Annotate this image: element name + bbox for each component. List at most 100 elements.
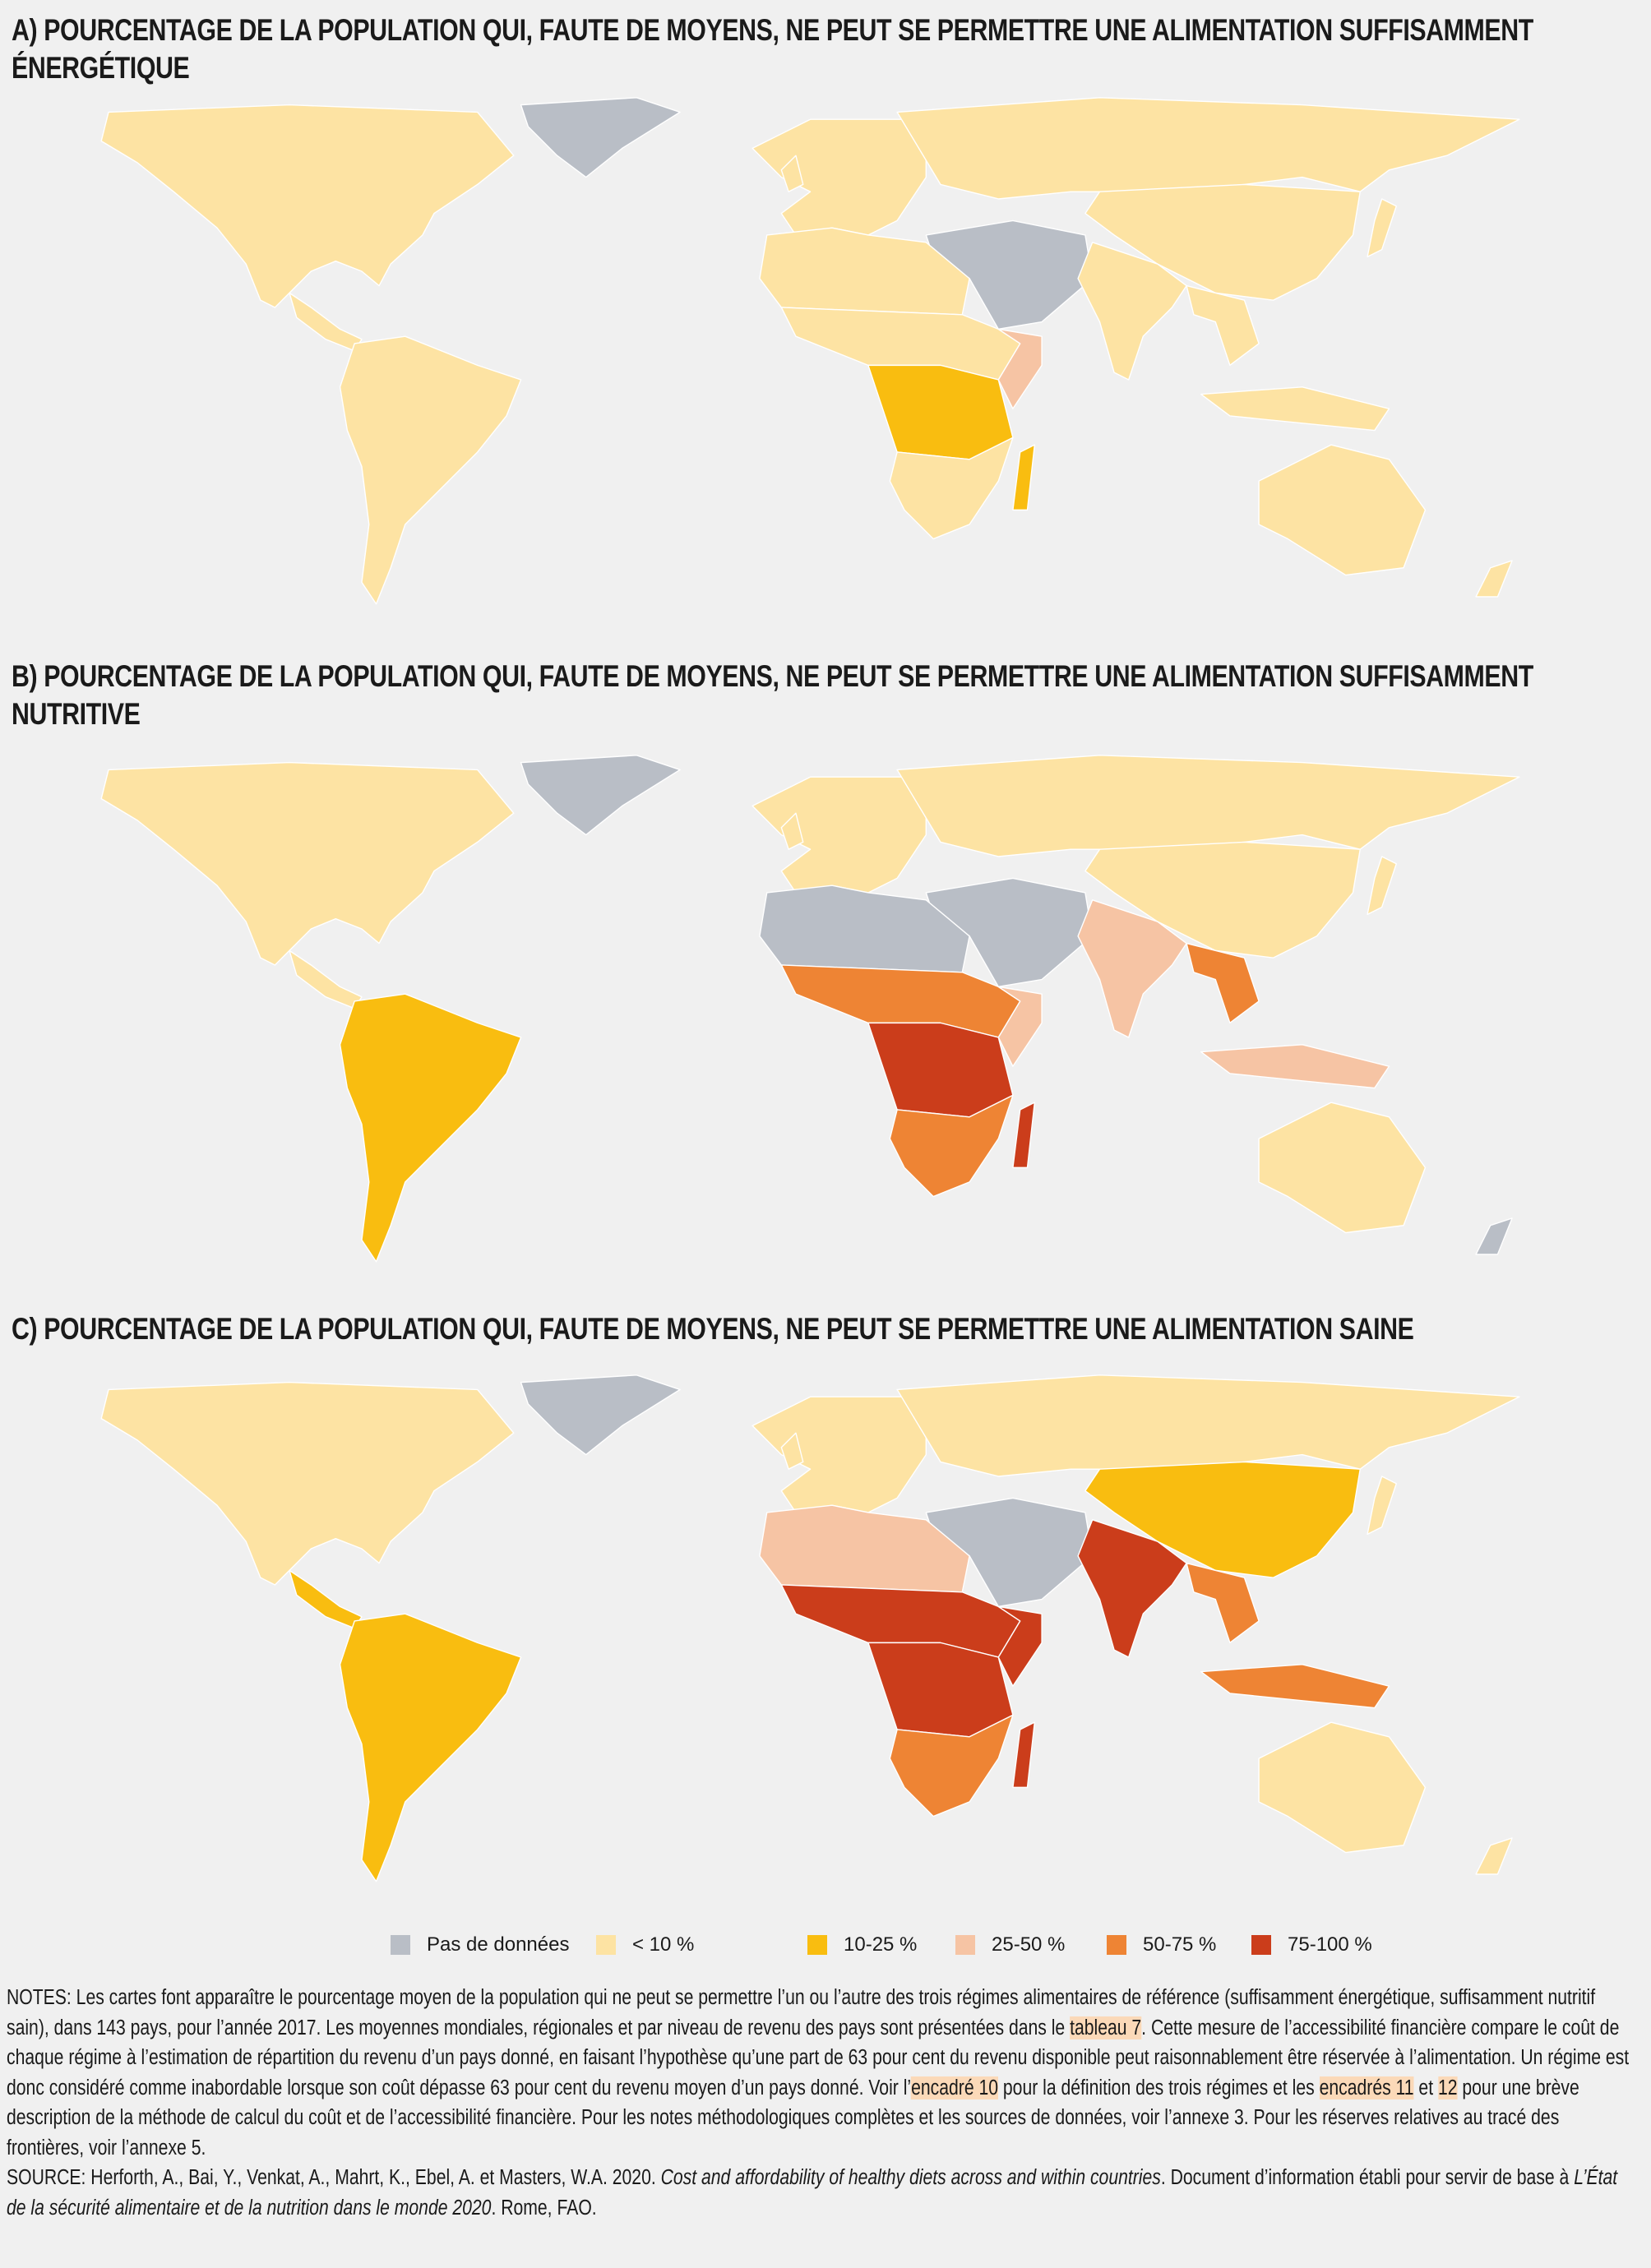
panel-title: A) POURCENTAGE DE LA POPULATION QUI, FAU… xyxy=(12,13,1533,85)
region-afnorth xyxy=(759,1504,970,1593)
legend-label: < 10 % xyxy=(632,1933,695,1956)
region-japan xyxy=(1367,198,1397,258)
legend-item: 25-50 % xyxy=(955,1933,1065,1956)
legend-label: 50-75 % xyxy=(1143,1933,1217,1956)
region-afcentral xyxy=(867,1642,1014,1738)
region-afsouth xyxy=(889,1714,1014,1818)
region-japan xyxy=(1367,1476,1397,1536)
region-afeast xyxy=(997,1605,1043,1687)
region-seasia xyxy=(1186,942,1260,1024)
legend-label: 10-25 % xyxy=(844,1933,918,1956)
region-russia xyxy=(896,755,1520,857)
region-afeast xyxy=(997,986,1043,1067)
world-map xyxy=(100,755,1520,1263)
legend-label: 25-50 % xyxy=(992,1933,1066,1956)
notes-block: NOTES: Les cartes font apparaître le pou… xyxy=(7,1983,1630,2223)
panel-title: C) POURCENTAGE DE LA POPULATION QUI, FAU… xyxy=(12,1312,1414,1346)
region-india xyxy=(1077,1519,1187,1658)
legend-item: < 10 % xyxy=(596,1933,694,1956)
world-map xyxy=(100,1374,1520,1882)
region-southam xyxy=(339,1613,522,1882)
region-centralam xyxy=(289,292,363,352)
region-india xyxy=(1077,242,1187,381)
region-afnorth xyxy=(759,227,970,316)
region-indonesia xyxy=(1200,1664,1390,1709)
region-southam xyxy=(339,335,522,605)
region-madagascar xyxy=(1012,1721,1036,1789)
legend-item: 10-25 % xyxy=(807,1933,917,1956)
region-indonesia xyxy=(1200,386,1390,432)
text-run: pour une brève description de la méthode… xyxy=(7,2076,1579,2159)
region-afcentral xyxy=(867,364,1014,460)
region-afeast xyxy=(997,328,1043,409)
region-greenland xyxy=(520,1374,681,1456)
region-uk xyxy=(780,812,804,850)
region-nz xyxy=(1475,560,1513,598)
text-run: NOTES: Les cartes font apparaître le pou… xyxy=(7,1986,1596,2039)
map-shapes xyxy=(100,97,1520,605)
text-run: L’État de la sécurité alimentaire et de … xyxy=(7,2166,1618,2219)
region-afcentral xyxy=(867,1022,1014,1118)
link-ref[interactable]: encadrés 11 xyxy=(1319,2076,1414,2099)
source: SOURCE: Herforth, A., Bai, Y., Venkat, A… xyxy=(7,2163,1630,2223)
legend-item: Pas de données xyxy=(391,1933,569,1956)
region-australia xyxy=(1258,1721,1427,1854)
region-southam xyxy=(339,993,522,1263)
region-na xyxy=(100,1381,515,1586)
region-uk xyxy=(780,1432,804,1470)
panel-title: B) POURCENTAGE DE LA POPULATION QUI, FAU… xyxy=(12,659,1533,731)
map-shapes xyxy=(100,1374,1520,1882)
text-run: pour la définition des trois régimes et … xyxy=(998,2076,1320,2099)
legend-swatch xyxy=(596,1935,616,1955)
legend-swatch xyxy=(807,1935,827,1955)
legend: Pas de données < 10 % 10-25 % 25-50 % 50-75 … xyxy=(0,1933,1651,1966)
text-run: . Cette mesure de l’accessibilité financ… xyxy=(7,2016,1630,2099)
region-uk xyxy=(780,155,804,192)
world-map xyxy=(100,97,1520,605)
region-centralam xyxy=(289,949,363,1009)
region-australia xyxy=(1258,1102,1427,1234)
link-ref[interactable]: encadré 10 xyxy=(911,2076,999,2099)
text-run: SOURCE: Herforth, A., Bai, Y., Venkat, A… xyxy=(7,2166,661,2189)
region-australia xyxy=(1258,444,1427,576)
region-europe xyxy=(752,776,927,894)
text-run: et xyxy=(1413,2076,1438,2099)
region-india xyxy=(1077,899,1187,1038)
region-na xyxy=(100,761,515,966)
region-china xyxy=(1084,183,1361,301)
region-afsouth xyxy=(889,1094,1014,1198)
link-ref[interactable]: tableau 7 xyxy=(1070,2016,1142,2039)
region-europe xyxy=(752,1396,927,1513)
region-greenland xyxy=(520,755,681,836)
legend-label: 75-100 % xyxy=(1288,1933,1372,1956)
region-madagascar xyxy=(1012,444,1036,511)
legend-item: 75-100 % xyxy=(1251,1933,1372,1956)
legend-item: 50-75 % xyxy=(1107,1933,1216,1956)
legend-label: Pas de données xyxy=(427,1933,570,1956)
text-run: . Rome, FAO. xyxy=(491,2196,597,2219)
region-madagascar xyxy=(1012,1102,1036,1169)
link-ref[interactable]: 12 xyxy=(1437,2076,1458,2099)
region-indonesia xyxy=(1200,1044,1390,1089)
region-europe xyxy=(752,118,927,236)
map-shapes xyxy=(100,755,1520,1263)
region-russia xyxy=(896,97,1520,200)
legend-swatch xyxy=(1251,1935,1271,1955)
region-china xyxy=(1084,1461,1361,1578)
legend-swatch xyxy=(955,1935,975,1955)
region-china xyxy=(1084,841,1361,958)
legend-swatch xyxy=(1107,1935,1126,1955)
region-nz xyxy=(1475,1837,1513,1875)
legend-swatch xyxy=(391,1935,410,1955)
text-run: Cost and affordability of healthy diets … xyxy=(660,2166,1161,2189)
region-japan xyxy=(1367,856,1397,916)
region-greenland xyxy=(520,97,681,178)
region-russia xyxy=(896,1374,1520,1477)
notes: NOTES: Les cartes font apparaître le pou… xyxy=(7,1983,1630,2163)
region-seasia xyxy=(1186,1562,1260,1644)
region-na xyxy=(100,104,515,308)
region-centralam xyxy=(289,1569,363,1629)
text-run: . Document d’information établi pour ser… xyxy=(1160,2166,1575,2189)
region-nz xyxy=(1475,1217,1513,1255)
